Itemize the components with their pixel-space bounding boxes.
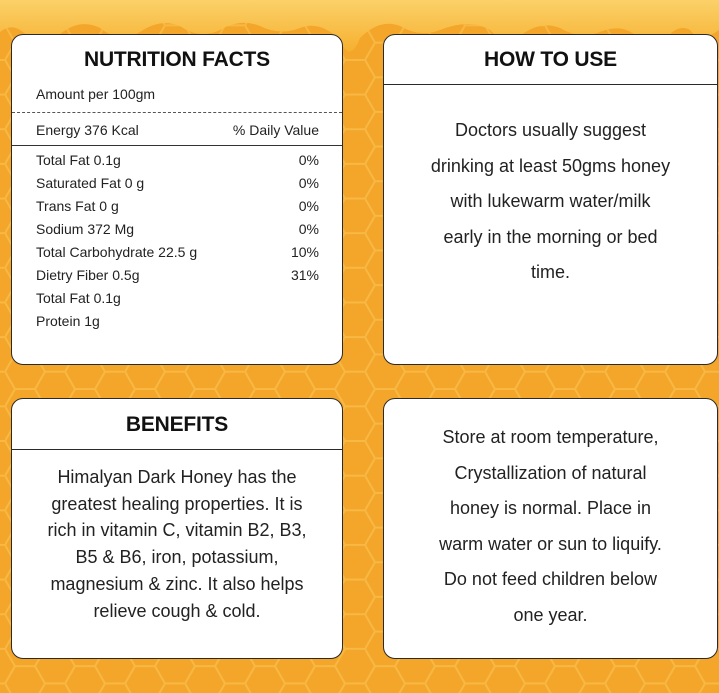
nutrient-value: 0% xyxy=(298,175,319,191)
text-line: drinking at least 50gms honey xyxy=(430,155,671,176)
nutrient-value: 0% xyxy=(298,152,319,168)
nutrient-label: Dietry Fiber 0.5g xyxy=(36,267,140,283)
nutrient-label: Trans Fat 0 g xyxy=(36,198,119,214)
text-line: rich in vitamin C, vitamin B2, B3, xyxy=(47,520,307,541)
nutrient-label: Sodium 372 Mg xyxy=(36,221,135,237)
how-to-use-card: HOW TO USE Doctors usually suggest drink… xyxy=(383,34,718,365)
dashed-divider xyxy=(12,112,342,113)
text-line: B5 & B6, iron, potassium, xyxy=(75,547,279,568)
nutrient-value: 0% xyxy=(298,221,319,237)
how-to-use-text: Doctors usually suggest drinking at leas… xyxy=(384,113,717,291)
nutrient-label: Saturated Fat 0 g xyxy=(36,175,145,191)
nutrient-value: 31% xyxy=(290,267,319,283)
benefits-text: Himalyan Dark Honey has the greatest hea… xyxy=(12,464,342,624)
amount-per-serving: Amount per 100gm xyxy=(36,86,156,102)
nutrient-row: Dietry Fiber 0.5g 31% xyxy=(36,267,319,283)
text-line: Crystallization of natural xyxy=(454,462,647,483)
nutrient-row: Trans Fat 0 g 0% xyxy=(36,198,319,214)
benefits-title: BENEFITS xyxy=(12,399,342,450)
text-line: honey is normal. Place in xyxy=(449,498,652,518)
nutrient-row: Total Fat 0.1g 0% xyxy=(36,152,319,168)
nutrient-label: Total Fat 0.1g xyxy=(36,152,121,168)
text-line: relieve cough & cold. xyxy=(93,600,261,621)
nutrient-value: 0% xyxy=(298,198,319,214)
text-line: time. xyxy=(530,262,570,282)
nutrition-title: NUTRITION FACTS xyxy=(84,48,270,71)
text-line: warm water or sun to liquify. xyxy=(439,533,662,554)
text-line: with lukewarm water/milk xyxy=(450,191,651,211)
nutrient-label: Total Fat 0.1g xyxy=(36,290,121,306)
nutrient-row: Total Fat 0.1g xyxy=(36,290,319,306)
nutrient-row: Protein 1g xyxy=(36,313,319,329)
nutrient-label: Total Carbohydrate 22.5 g xyxy=(36,244,198,260)
how-to-use-title: HOW TO USE xyxy=(384,35,717,85)
text-line: Doctors usually suggest xyxy=(454,120,647,140)
honey-drip xyxy=(0,0,719,52)
text-line: magnesium & zinc. It also helps xyxy=(50,573,304,594)
nutrient-row: Sodium 372 Mg 0% xyxy=(36,221,319,237)
text-line: one year. xyxy=(513,604,588,625)
storage-text: Store at room temperature, Crystallizati… xyxy=(384,420,717,633)
benefits-card: BENEFITS Himalyan Dark Honey has the gre… xyxy=(11,398,343,659)
storage-card: Store at room temperature, Crystallizati… xyxy=(383,398,718,659)
nutrient-row: Total Carbohydrate 22.5 g 10% xyxy=(36,244,319,260)
daily-value-header: % Daily Value xyxy=(232,122,319,138)
text-line: Store at room temperature, xyxy=(442,427,659,447)
solid-divider xyxy=(12,145,342,146)
text-line: Do not feed children below xyxy=(443,569,658,589)
nutrient-label: Protein 1g xyxy=(36,313,100,329)
text-line: early in the morning or bed xyxy=(443,226,658,247)
text-line: greatest healing properties. It is xyxy=(51,493,303,514)
nutrient-value: 10% xyxy=(290,244,319,260)
text-line: Himalyan Dark Honey has the xyxy=(57,467,297,487)
energy-label: Energy 376 Kcal xyxy=(36,122,139,138)
nutrition-facts-card: NUTRITION FACTS Amount per 100gm Energy … xyxy=(11,34,343,365)
energy-row: Energy 376 Kcal % Daily Value xyxy=(36,122,319,138)
nutrient-row: Saturated Fat 0 g 0% xyxy=(36,175,319,191)
